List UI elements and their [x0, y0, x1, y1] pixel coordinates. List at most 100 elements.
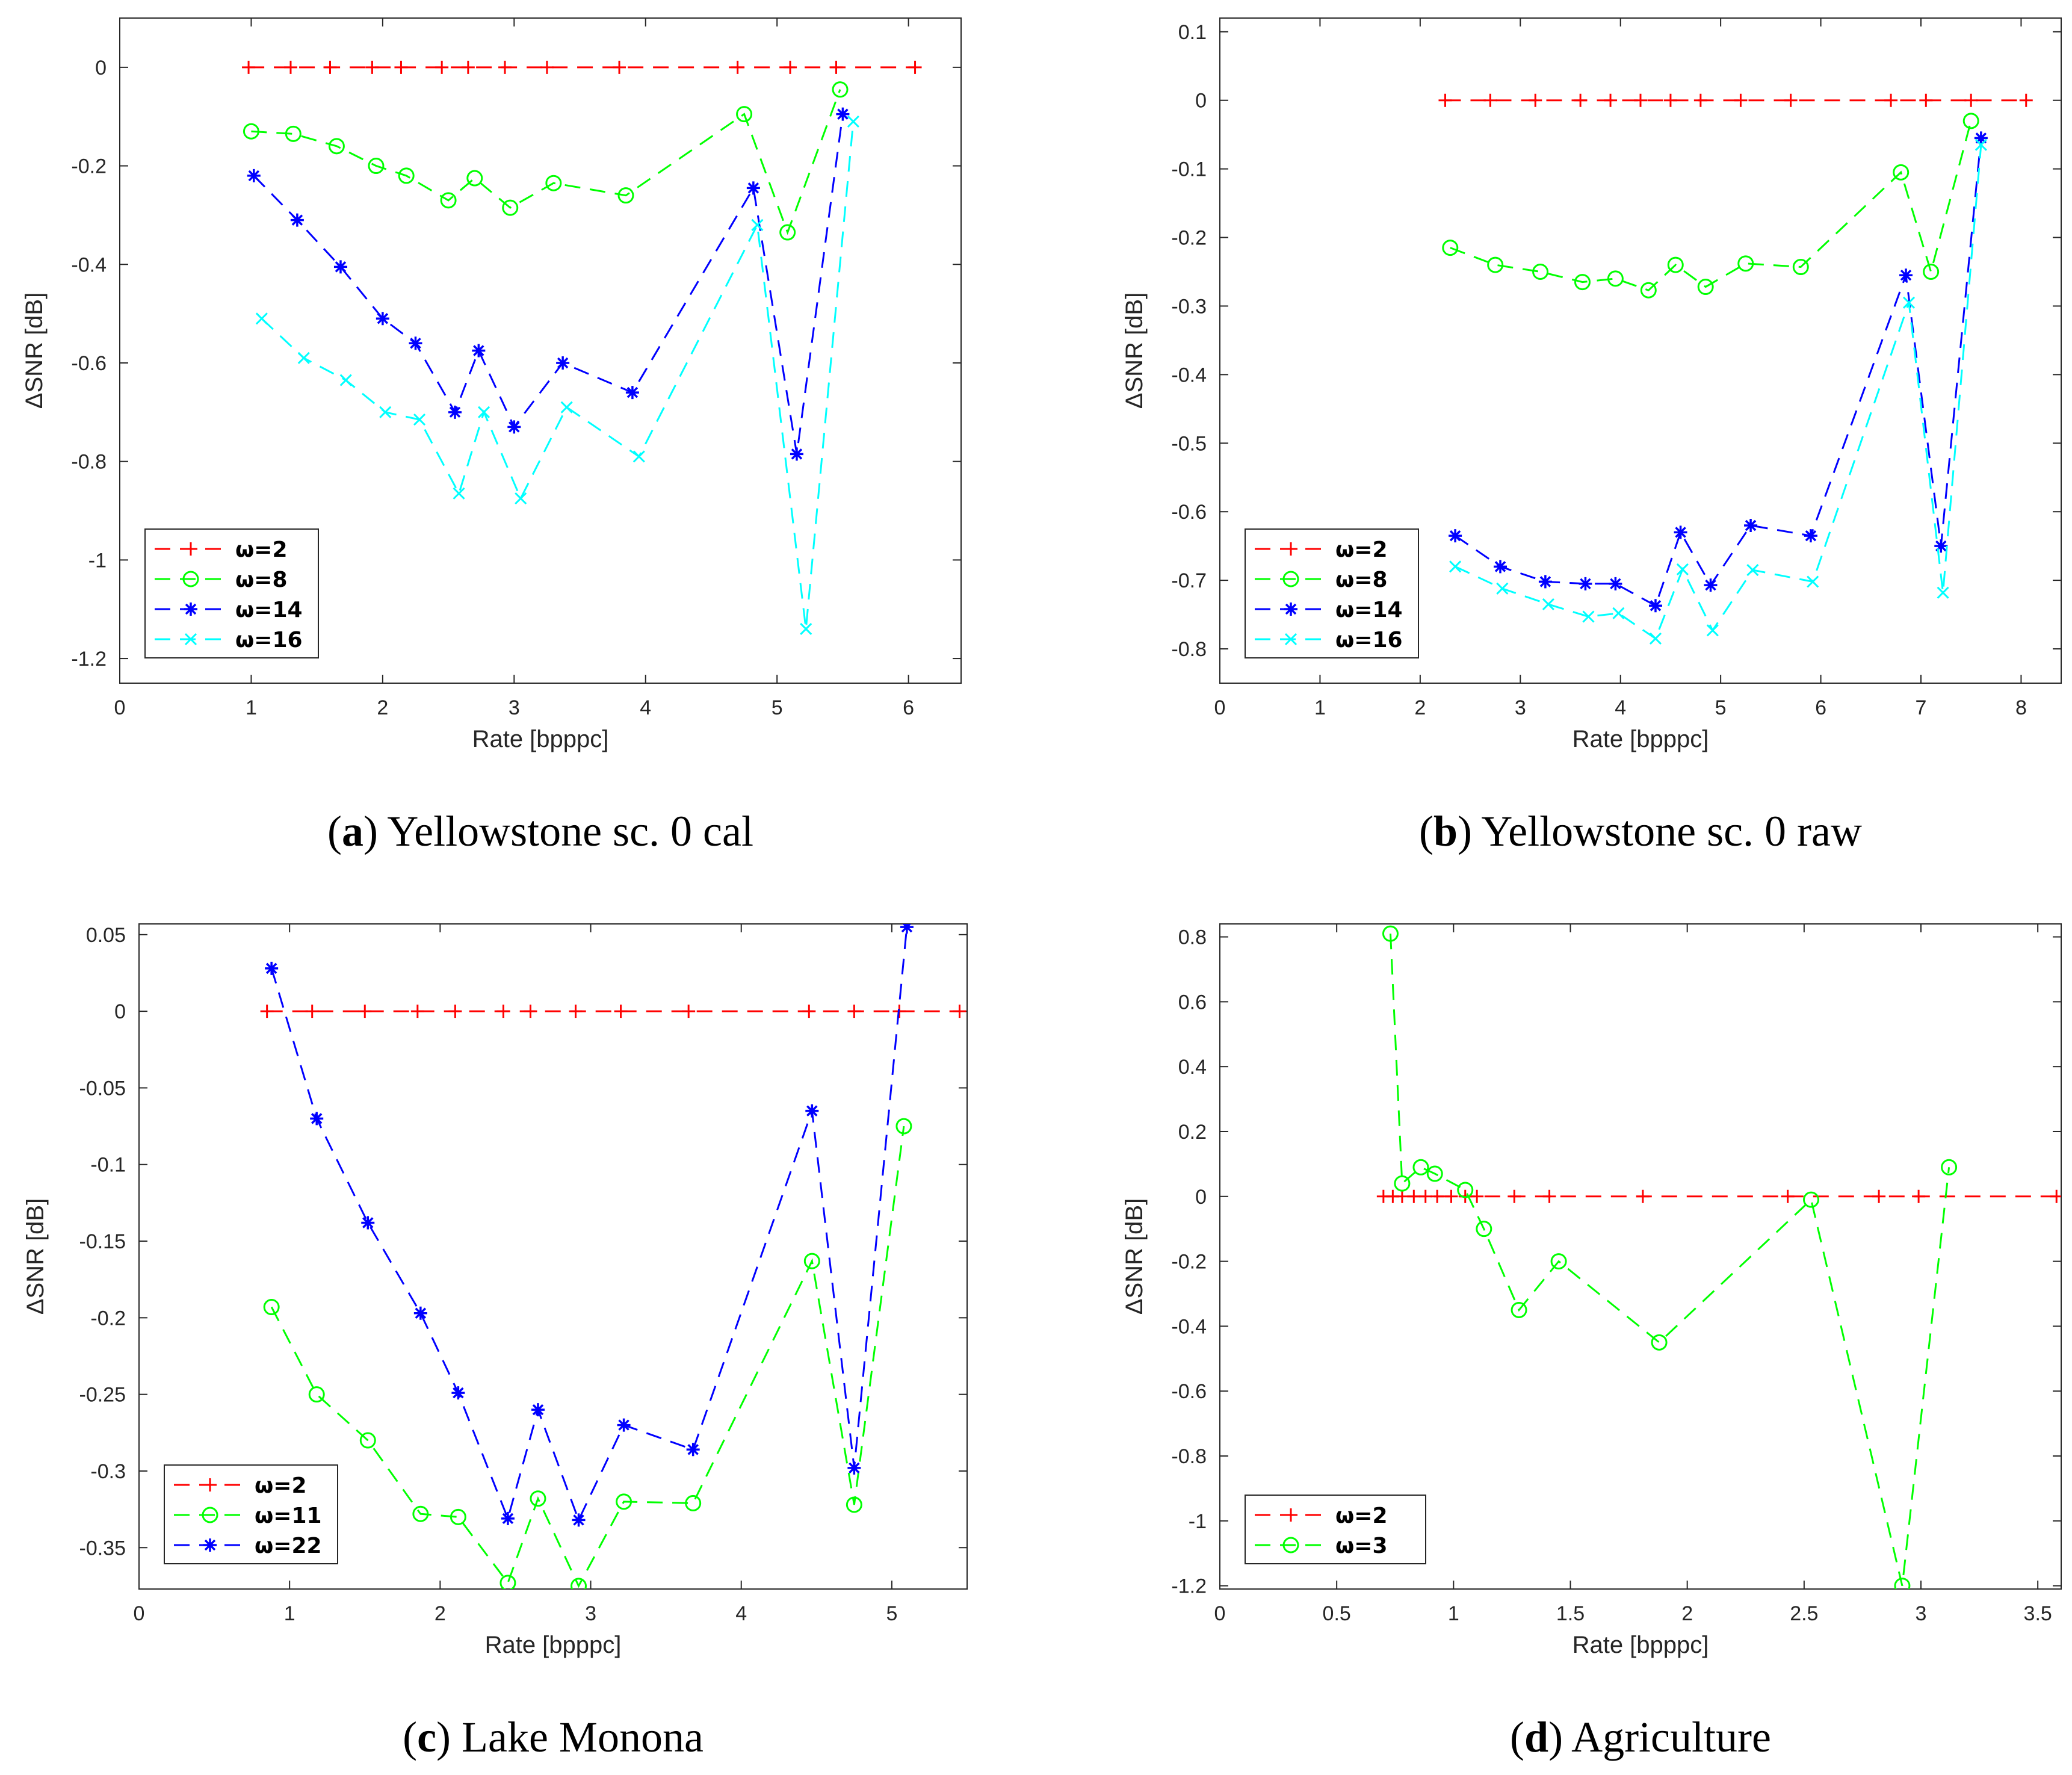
data-point	[450, 1508, 466, 1525]
data-point	[613, 60, 626, 74]
data-point	[617, 1418, 631, 1432]
y-tick-label: -0.5	[1171, 432, 1207, 455]
series-line	[1390, 934, 1950, 1586]
y-tick-label: -0.7	[1171, 569, 1207, 592]
data-point	[530, 1490, 546, 1507]
data-point	[243, 123, 259, 140]
legend-label: ω=16	[235, 628, 303, 652]
data-point	[1663, 93, 1677, 107]
data-point	[1438, 93, 1452, 107]
legend-label: ω=3	[1335, 1534, 1388, 1558]
data-point	[1934, 539, 1948, 553]
axes-box	[119, 17, 962, 684]
caption-close-paren: )	[1458, 807, 1481, 855]
data-point	[376, 312, 389, 326]
data-point	[1470, 1189, 1484, 1203]
x-tick-label: 8	[2015, 696, 2027, 719]
y-tick-label: -0.2	[1171, 1251, 1207, 1274]
data-point	[832, 81, 849, 98]
data-point	[1550, 1253, 1567, 1270]
caption-text: Agriculture	[1571, 1713, 1771, 1761]
data-point	[1483, 93, 1497, 107]
legend-box	[1245, 1495, 1426, 1564]
x-tick-label: 5	[772, 696, 783, 719]
y-tick-label: -0.8	[1171, 638, 1207, 661]
data-point	[531, 1403, 545, 1417]
data-area	[260, 924, 966, 1589]
data-point	[308, 1386, 325, 1403]
data-point	[1651, 1334, 1668, 1351]
caption-close-paren: )	[436, 1713, 462, 1761]
axes-box	[1219, 923, 2062, 1590]
data-point	[1542, 598, 1554, 611]
axes-box	[1219, 17, 2062, 684]
data-point	[478, 406, 490, 418]
chart-panel-b: 0 1 2 3 4 5 6 7 8 0.1 0 -0.1 -0.2 -0.3 -0.4 -0.5 -0.6 -0.…	[1121, 17, 2062, 855]
legend-label: ω=14	[1335, 598, 1403, 622]
legend-marker	[1282, 1537, 1299, 1554]
data-point	[1884, 93, 1898, 107]
y-tick-label: -0.15	[79, 1230, 126, 1253]
data-point	[1674, 525, 1687, 539]
data-point	[1975, 138, 1987, 151]
data-point	[1744, 518, 1758, 532]
data-point	[453, 487, 465, 500]
legend-marker	[182, 571, 199, 587]
data-point	[1395, 1189, 1409, 1203]
data-point	[515, 492, 527, 505]
data-point	[413, 1306, 427, 1320]
data-point	[1649, 632, 1662, 645]
data-point	[398, 167, 415, 184]
data-point	[614, 1005, 628, 1018]
caption-label: b	[1433, 807, 1458, 855]
data-point	[895, 1118, 912, 1135]
data-point	[1430, 1189, 1444, 1203]
data-point	[255, 312, 268, 325]
chart-panel-d: 0 0.5 1 1.5 2 2.5 3 3.5 0.8 0.6 0.4 0.2 0 -0.2 -0.4 -0.…	[1121, 923, 2062, 1761]
legend-marker	[203, 1538, 217, 1552]
data-point	[1648, 599, 1662, 613]
data-point	[1974, 131, 1988, 145]
data-point	[413, 414, 426, 426]
data-point	[524, 1005, 537, 1018]
data-point	[379, 406, 392, 418]
x-tick-label: 4	[640, 696, 651, 719]
x-tick-label: 0	[114, 696, 126, 719]
x-tick-label: 0.5	[1323, 1602, 1351, 1625]
data-point	[1734, 93, 1748, 107]
y-tick-label: 0	[95, 57, 107, 79]
data-area	[242, 60, 922, 636]
data-point	[1449, 560, 1462, 573]
data-point	[1636, 1189, 1650, 1203]
data-point	[290, 213, 304, 227]
data-point	[440, 192, 457, 209]
data-point	[571, 1578, 587, 1589]
legend-label: ω=2	[235, 537, 288, 562]
data-point	[1487, 256, 1504, 273]
data-point	[1894, 1578, 1911, 1589]
legend-box	[164, 1464, 338, 1564]
data-point	[2050, 1189, 2061, 1203]
x-tick-label: 2	[1681, 1602, 1693, 1625]
y-tick-label: -1	[88, 549, 107, 572]
chart-panel-c: 0 1 2 3 4 5 0.05 0 -0.05 -0.1 -0.15 -0.2 -0.25 -0.3 -0…	[22, 923, 968, 1761]
caption-open-paren: (	[403, 1713, 417, 1761]
data-point	[1807, 575, 1819, 588]
x-tick-label: 1.5	[1556, 1602, 1585, 1625]
legend-marker	[184, 603, 197, 616]
data-point	[803, 1253, 820, 1269]
caption-open-paren: (	[1419, 807, 1433, 855]
data-point	[1697, 279, 1714, 296]
y-tick-label: 0.05	[86, 924, 126, 947]
data-point	[790, 447, 803, 461]
caption-text: Yellowstone sc. 0 raw	[1481, 807, 1862, 855]
legend-label: ω=8	[1335, 568, 1388, 592]
series-line	[1450, 120, 1972, 292]
y-tick-label: -0.8	[1171, 1445, 1207, 1468]
data-point	[846, 1496, 862, 1513]
data-point	[498, 60, 512, 74]
data-area	[1376, 925, 2061, 1589]
data-point	[1508, 1189, 1521, 1203]
x-tick-label: 2	[1414, 696, 1426, 719]
